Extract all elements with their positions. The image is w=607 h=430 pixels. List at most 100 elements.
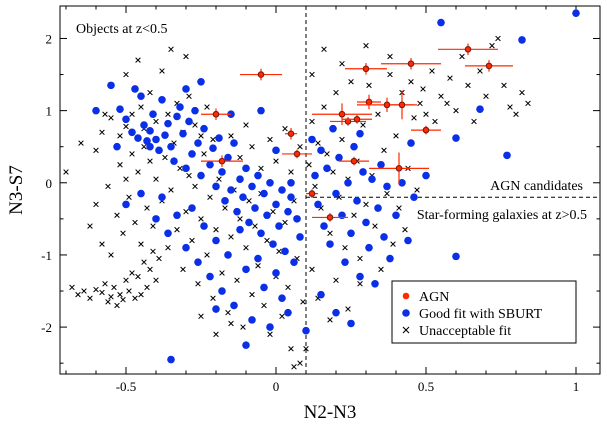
good-fit-point xyxy=(185,117,193,126)
good-fit-point xyxy=(260,189,268,198)
unacceptable-fit-point xyxy=(114,212,120,219)
good-fit-point xyxy=(128,128,136,137)
agn-marker xyxy=(384,102,390,108)
good-fit-point xyxy=(194,258,202,266)
unacceptable-fit-point xyxy=(507,104,513,110)
good-fit-point xyxy=(572,9,580,18)
legend-box xyxy=(391,280,577,344)
good-fit-point xyxy=(263,211,271,220)
good-fit-point xyxy=(212,305,220,313)
good-fit-point xyxy=(152,135,160,144)
unacceptable-fit-point xyxy=(339,60,345,67)
unacceptable-fit-point xyxy=(129,270,135,276)
unacceptable-fit-point xyxy=(288,345,294,352)
unacceptable-fit-point xyxy=(306,161,312,168)
good-fit-point xyxy=(452,134,460,142)
good-fit-point xyxy=(278,186,286,194)
unacceptable-fit-point xyxy=(228,320,234,327)
unacceptable-fit-point xyxy=(312,183,318,190)
unacceptable-fit-point xyxy=(261,302,267,309)
unacceptable-fit-point xyxy=(345,306,351,312)
good-fit-point xyxy=(161,131,169,139)
good-fit-point xyxy=(227,186,235,194)
unacceptable-fit-point xyxy=(75,291,81,298)
y-axis-label: N3-S7 xyxy=(6,165,27,215)
agn-point xyxy=(411,125,441,135)
unacceptable-fit-point xyxy=(108,294,114,300)
good-fit-point xyxy=(152,215,160,223)
unacceptable-fit-point xyxy=(153,277,159,283)
unacceptable-fit-point xyxy=(120,230,126,237)
unacceptable-fit-point xyxy=(147,158,153,164)
unacceptable-fit-point xyxy=(141,259,147,265)
unacceptable-fit-point xyxy=(519,89,525,96)
agn-marker xyxy=(354,117,360,122)
good-fit-point xyxy=(155,146,163,155)
good-fit-point xyxy=(254,254,262,263)
unacceptable-fit-point xyxy=(327,317,333,323)
good-fit-point xyxy=(320,222,328,230)
unacceptable-fit-point xyxy=(360,122,366,128)
unacceptable-fit-point xyxy=(471,118,477,125)
unacceptable-fit-point xyxy=(123,123,129,130)
agn-point xyxy=(240,68,282,81)
good-fit-point xyxy=(164,119,172,128)
unacceptable-fit-point xyxy=(363,201,369,208)
unacceptable-fit-point xyxy=(105,183,111,190)
unacceptable-fit-point xyxy=(183,208,189,215)
unacceptable-fit-point xyxy=(396,205,402,211)
good-fit-point xyxy=(113,142,121,151)
unacceptable-fit-point xyxy=(204,104,210,110)
good-fit-point xyxy=(251,204,259,212)
good-fit-point xyxy=(272,269,280,277)
good-fit-point xyxy=(518,36,526,44)
unacceptable-fit-point xyxy=(144,284,150,291)
unacceptable-fit-point xyxy=(282,219,288,226)
good-fit-point xyxy=(107,81,115,90)
unacceptable-fit-point xyxy=(339,136,345,143)
unacceptable-fit-point xyxy=(168,46,174,53)
good-fit-point xyxy=(257,106,265,115)
unacceptable-fit-point xyxy=(330,169,336,175)
unacceptable-fit-point xyxy=(483,93,489,99)
unacceptable-fit-point xyxy=(87,295,93,301)
good-fit-point xyxy=(323,164,331,173)
unacceptable-fit-point xyxy=(216,176,222,182)
unacceptable-fit-point xyxy=(378,266,384,273)
good-fit-point xyxy=(290,258,298,266)
good-fit-point xyxy=(242,164,250,173)
good-fit-point xyxy=(347,319,355,328)
good-fit-point xyxy=(212,236,220,245)
unacceptable-fit-point xyxy=(132,295,138,301)
x-tick-label: 0 xyxy=(273,379,280,394)
unacceptable-fit-point xyxy=(297,360,303,366)
agn-point xyxy=(465,60,513,72)
good-fit-point xyxy=(365,243,373,252)
unacceptable-fit-point xyxy=(348,79,354,85)
unacceptable-fit-point xyxy=(138,104,144,110)
agn-point xyxy=(282,149,312,159)
unacceptable-fit-point xyxy=(144,205,150,211)
agn-point xyxy=(339,156,369,166)
good-fit-point xyxy=(380,233,388,241)
unacceptable-fit-point xyxy=(210,295,216,301)
good-fit-point xyxy=(356,129,364,138)
good-fit-point xyxy=(167,355,175,364)
agn-marker xyxy=(345,119,351,124)
good-fit-point xyxy=(194,139,202,147)
unacceptable-fit-point xyxy=(99,241,105,247)
unacceptable-fit-point xyxy=(372,223,378,229)
good-fit-point xyxy=(137,92,145,100)
good-fit-point xyxy=(173,112,181,121)
unacceptable-fit-point xyxy=(204,252,210,258)
good-fit-point xyxy=(317,146,325,155)
agn-marker xyxy=(258,72,264,77)
good-fit-point xyxy=(236,225,244,234)
unacceptable-fit-point xyxy=(333,277,339,283)
unacceptable-fit-point xyxy=(210,136,216,143)
good-fit-point xyxy=(272,146,280,155)
good-fit-point xyxy=(188,150,196,158)
agn-marker xyxy=(309,191,315,196)
good-fit-point xyxy=(218,287,226,295)
unacceptable-fit-point xyxy=(195,281,201,287)
